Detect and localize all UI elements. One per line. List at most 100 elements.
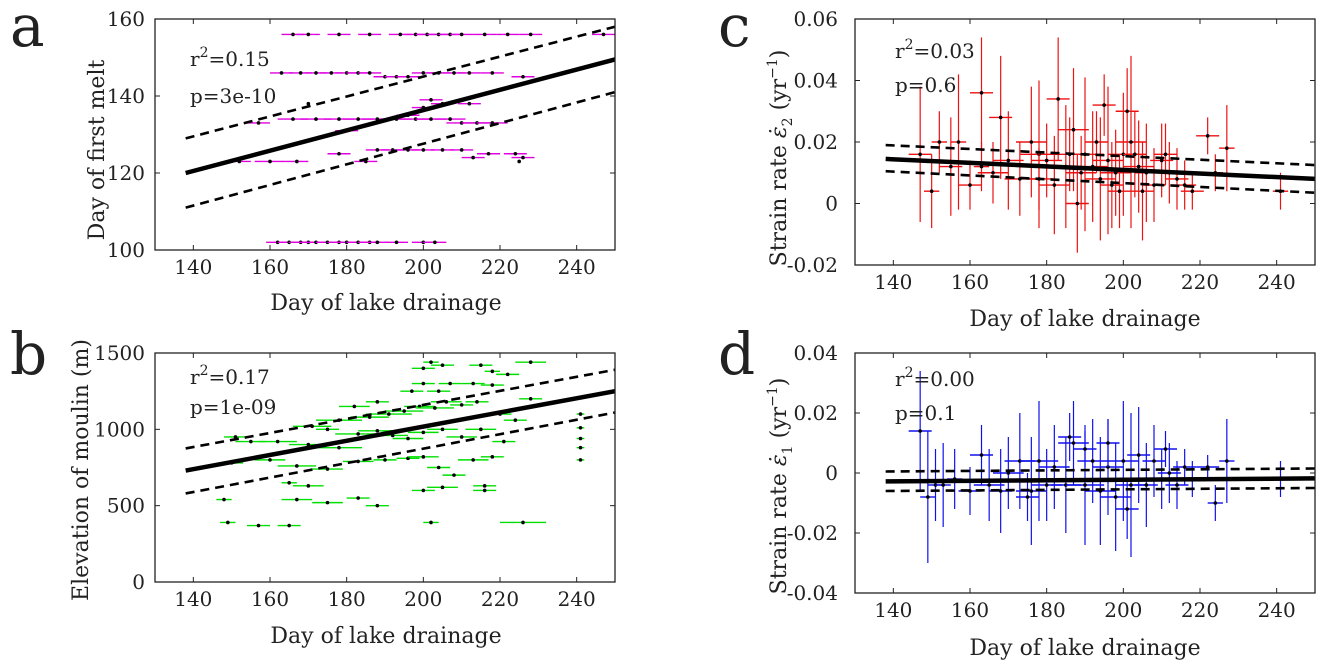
data-point-b-70 xyxy=(440,363,445,368)
data-point-d-26 xyxy=(1152,459,1156,463)
ci-lower-line-b xyxy=(185,411,616,495)
data-point-a-32 xyxy=(356,117,360,121)
data-point-a-28 xyxy=(521,155,525,160)
plot-area-c: 140 160 180 200 220 240 -0.02 0 0.02 0.04 0.06 xyxy=(787,7,1316,294)
data-point-b-43 xyxy=(578,436,583,441)
x-tick-label-b-0: 140 xyxy=(174,587,212,611)
data-point-c-39 xyxy=(1125,109,1129,114)
y-tick-label-c-3: 0.04 xyxy=(793,69,838,93)
plot-area-b: 140 160 180 200 220 240 0 500 1000 1500 xyxy=(94,341,616,611)
data-point-a-16 xyxy=(295,159,299,164)
data-point-d-13 xyxy=(1044,483,1049,487)
data-point-b-41 xyxy=(479,427,483,432)
y-axis-title-d: Strain rate ε̇1 (yr−1) xyxy=(765,378,796,595)
data-point-c-41 xyxy=(1117,189,1122,193)
y-tick-label-c-4: 0.06 xyxy=(793,7,838,31)
x-tick-label-a-0: 140 xyxy=(174,255,212,279)
ci-lower-line-c xyxy=(885,169,1316,195)
data-point-c-10 xyxy=(1006,158,1011,163)
data-point-a-75 xyxy=(505,32,510,37)
data-point-b-39 xyxy=(440,427,445,432)
data-point-a-31 xyxy=(337,117,341,121)
y-tick-label-b-0: 0 xyxy=(132,570,145,594)
data-point-b-14 xyxy=(521,520,525,525)
data-point-b-6 xyxy=(356,496,360,500)
ci-upper-line-c xyxy=(885,143,1316,167)
data-point-b-68 xyxy=(421,366,426,371)
data-point-b-3 xyxy=(222,497,226,502)
data-point-a-49 xyxy=(298,71,303,75)
x-tick-label-d-3: 200 xyxy=(1104,598,1142,622)
x-tick-label-d-4: 220 xyxy=(1181,598,1219,622)
fit-line-a xyxy=(185,57,616,176)
data-point-c-33 xyxy=(1205,134,1210,138)
data-point-d-1 xyxy=(926,495,930,499)
data-point-c-12 xyxy=(1029,140,1034,144)
y-tick-label-a-0: 100 xyxy=(107,238,145,262)
data-point-c-1 xyxy=(929,189,934,193)
data-point-d-28 xyxy=(1167,471,1172,475)
data-point-d-37 xyxy=(1106,441,1110,445)
data-point-d-15 xyxy=(1064,483,1068,487)
x-tick-label-b-2: 180 xyxy=(328,587,366,611)
fit-line-d xyxy=(885,476,1316,484)
data-point-d-30 xyxy=(1182,465,1187,469)
data-point-a-61 xyxy=(467,71,472,75)
panel-label-a: a xyxy=(10,0,45,60)
data-point-c-14 xyxy=(1044,158,1049,163)
ci-upper-line-b xyxy=(185,368,616,450)
data-point-a-37 xyxy=(448,117,452,121)
data-point-b-66 xyxy=(505,372,510,377)
data-point-d-9 xyxy=(1006,471,1011,475)
data-point-b-38 xyxy=(421,430,426,435)
data-point-a-54 xyxy=(367,71,372,75)
data-point-b-71 xyxy=(479,363,483,368)
data-point-a-68 xyxy=(398,32,403,37)
data-point-b-75 xyxy=(325,427,330,432)
data-point-b-18 xyxy=(295,464,299,468)
data-point-a-25 xyxy=(471,155,475,160)
data-point-c-35 xyxy=(1225,146,1229,150)
data-point-c-9 xyxy=(998,115,1003,120)
data-point-b-31 xyxy=(275,439,280,444)
data-point-c-49 xyxy=(1163,152,1168,157)
data-point-b-34 xyxy=(356,432,360,436)
data-point-b-5 xyxy=(325,500,330,505)
data-point-b-30 xyxy=(249,439,253,444)
data-point-b-37 xyxy=(406,436,410,441)
data-point-a-30 xyxy=(314,117,318,121)
data-point-a-73 xyxy=(459,32,464,37)
data-point-c-2 xyxy=(937,140,942,144)
data-point-b-27 xyxy=(490,455,495,459)
data-point-b-60 xyxy=(410,389,414,393)
data-point-d-17 xyxy=(1083,483,1087,487)
data-point-d-23 xyxy=(1129,483,1133,487)
data-point-b-48 xyxy=(367,415,372,419)
x-tick-label-a-4: 220 xyxy=(481,255,519,279)
y-tick-label-d-3: 0.02 xyxy=(793,401,838,425)
data-point-b-9 xyxy=(375,503,380,508)
data-point-c-27 xyxy=(1152,183,1156,187)
stat-r2-b: r2=0.17 xyxy=(190,363,270,389)
data-point-d-38 xyxy=(1125,507,1129,511)
data-point-a-60 xyxy=(452,71,456,75)
x-tick-label-d-0: 140 xyxy=(874,598,912,622)
data-point-c-23 xyxy=(1121,152,1126,157)
data-point-a-27 xyxy=(513,151,518,156)
data-point-d-0 xyxy=(918,429,922,433)
data-point-d-33 xyxy=(1213,501,1218,505)
data-point-a-74 xyxy=(482,32,487,37)
x-tick-label-c-0: 140 xyxy=(874,270,912,294)
data-point-d-40 xyxy=(1025,495,1030,499)
data-point-b-35 xyxy=(375,429,380,433)
ci-upper-line-a xyxy=(185,25,616,140)
data-point-b-62 xyxy=(436,389,441,393)
data-point-a-51 xyxy=(329,71,334,75)
data-point-b-17 xyxy=(268,458,272,462)
data-point-b-21 xyxy=(383,458,387,462)
stat-p-d: p=0.1 xyxy=(895,401,956,425)
data-point-c-5 xyxy=(968,183,972,187)
y-tick-label-d-2: 0 xyxy=(825,461,838,485)
fit-line-c xyxy=(885,156,1316,182)
x-tick-label-c-2: 180 xyxy=(1028,270,1066,294)
